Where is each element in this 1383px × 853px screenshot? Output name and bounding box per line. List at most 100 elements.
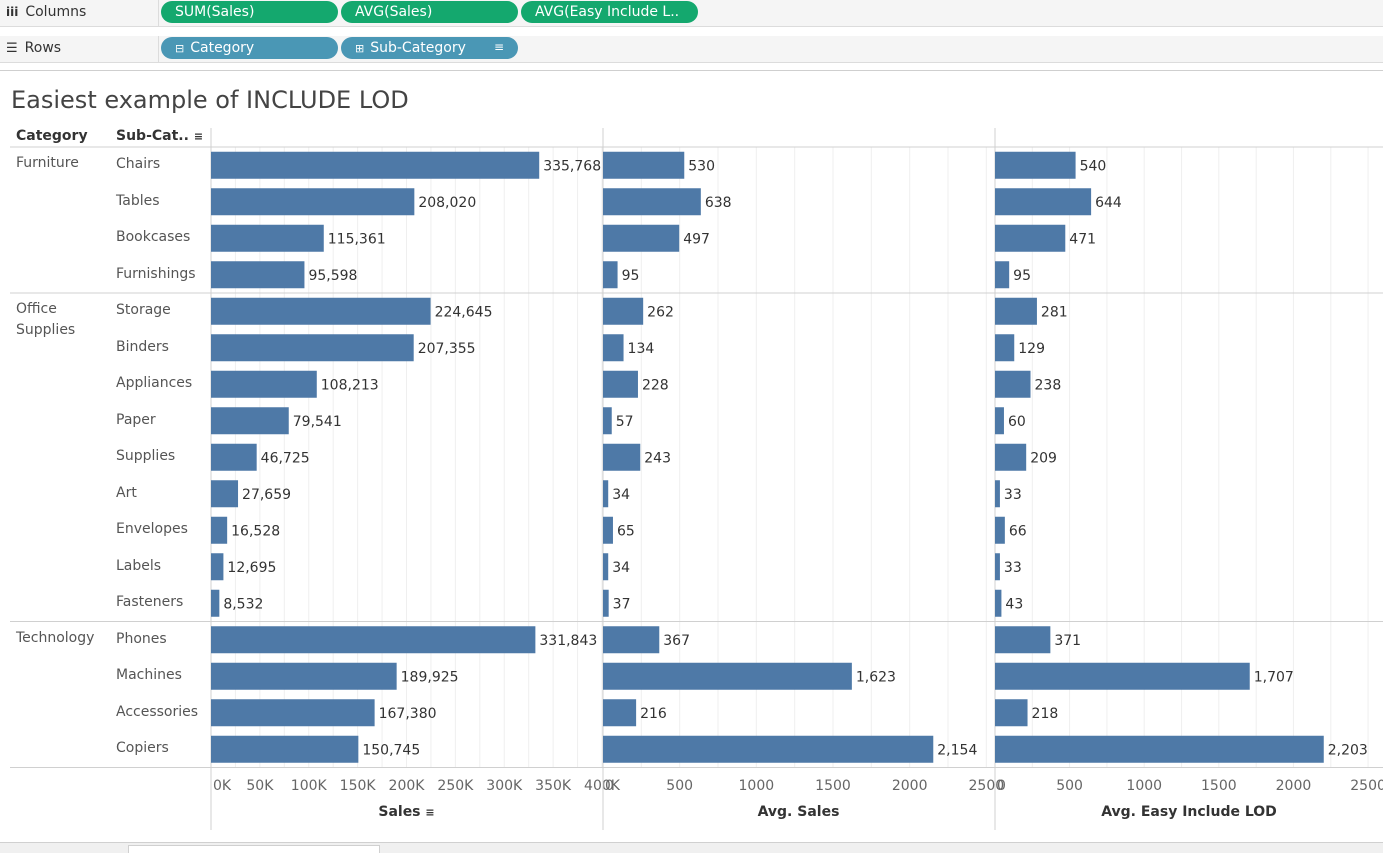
data-label: 471 (1069, 231, 1096, 247)
data-label: 129 (1018, 341, 1045, 357)
bar (603, 699, 637, 727)
subcategory-label[interactable]: Phones (116, 630, 167, 647)
subcategory-label[interactable]: Tables (116, 192, 160, 209)
sort-icon[interactable]: ≡ (493, 40, 504, 54)
subcategory-label[interactable]: Accessories (116, 703, 199, 720)
tick-label: 300K (486, 778, 523, 794)
subcategory-label[interactable]: Storage (116, 302, 171, 318)
header-category[interactable]: Category (16, 128, 88, 144)
data-label: 37 (613, 596, 631, 612)
pill-sum-sales[interactable]: SUM(Sales) (161, 1, 338, 23)
data-label: 2,154 (937, 742, 977, 758)
tick-label: 1500 (815, 778, 851, 794)
category-label[interactable]: Furniture (16, 155, 79, 171)
subcategory-label[interactable]: Copiers (116, 740, 169, 756)
data-label: 207,355 (418, 341, 476, 357)
subcategory-label[interactable]: Supplies (116, 448, 176, 464)
bar (603, 370, 638, 398)
data-label: 243 (644, 450, 671, 466)
data-label: 216 (640, 706, 667, 722)
bar (603, 626, 660, 654)
bar (603, 151, 685, 179)
category-label[interactable]: Technology (16, 629, 95, 646)
bar (211, 516, 228, 544)
rows-shelf: ☰ Rows ⊟ Category ⊞ Sub-Category ≡ (0, 36, 1383, 63)
bar (603, 443, 641, 471)
sort-icon[interactable]: ≡ (193, 130, 204, 143)
data-label: 134 (628, 341, 655, 357)
subcategory-label[interactable]: Envelopes (116, 521, 188, 537)
subcategory-label[interactable]: Fasteners (116, 594, 184, 610)
tick-label: 0 (605, 778, 614, 794)
chart-title: Easiest example of INCLUDE LOD (11, 86, 409, 114)
tick-label: 0K (213, 778, 232, 794)
bar (603, 480, 609, 508)
data-label: 43 (1005, 596, 1023, 612)
bar (995, 370, 1031, 398)
bar (603, 516, 613, 544)
bar (211, 407, 289, 435)
shelf-separator (0, 70, 1383, 71)
data-label: 8,532 (223, 596, 263, 612)
bar (995, 626, 1051, 654)
axis-title-avg-sales: Avg. Sales (757, 804, 840, 820)
pill-category[interactable]: ⊟ Category (161, 37, 338, 59)
data-label: 224,645 (435, 304, 493, 320)
tick-label: 50K (246, 778, 274, 794)
data-label: 331,843 (539, 633, 597, 649)
subcategory-label[interactable]: Furnishings (116, 265, 196, 282)
columns-label-text: Columns (25, 4, 87, 20)
data-label: 34 (612, 487, 630, 503)
category-label[interactable]: Office Supplies (16, 301, 76, 338)
pill-avg-easy-include[interactable]: AVG(Easy Include L.. (521, 1, 698, 23)
bar (995, 151, 1076, 179)
data-label: 540 (1080, 158, 1107, 174)
bar (211, 735, 359, 763)
axis-title-sales-text: Sales (378, 804, 421, 820)
bar (211, 589, 220, 617)
subcategory-label[interactable]: Appliances (116, 375, 193, 391)
tick-label: 200K (389, 778, 426, 794)
data-label: 638 (705, 195, 732, 211)
bar (603, 261, 618, 289)
bar (995, 553, 1000, 581)
data-label: 2,203 (1328, 742, 1368, 758)
subcategory-label[interactable]: Art (116, 484, 137, 501)
data-label: 150,745 (362, 742, 420, 758)
data-label: 79,541 (293, 414, 342, 430)
bar (995, 188, 1092, 216)
bar (995, 443, 1027, 471)
subcategory-label[interactable]: Machines (116, 667, 182, 683)
header-subcategory[interactable]: Sub-Cat.. ≡ (116, 128, 203, 144)
bar (995, 699, 1028, 727)
bar (211, 261, 305, 289)
sheet-tab[interactable] (128, 845, 380, 853)
collapse-icon: ⊟ (175, 41, 185, 55)
tick-label: 1500 (1201, 778, 1237, 794)
pill-avg-sales[interactable]: AVG(Sales) (341, 1, 518, 23)
axis-title-sales: Sales ≡ (211, 804, 602, 820)
bar (603, 589, 609, 617)
bar (603, 297, 644, 325)
bar (995, 589, 1002, 617)
bar (995, 735, 1324, 763)
sort-icon[interactable]: ≡ (425, 806, 435, 819)
tick-label: 400K (584, 778, 621, 794)
columns-icon: iii (6, 5, 19, 19)
subcategory-label[interactable]: Paper (116, 411, 156, 428)
subcategory-label[interactable]: Binders (116, 338, 169, 355)
subcategory-label[interactable]: Chairs (116, 156, 161, 172)
data-label: 228 (642, 377, 669, 393)
data-label: 95 (1013, 268, 1031, 284)
subcategory-label[interactable]: Labels (116, 557, 162, 574)
bar (603, 662, 852, 690)
tick-label: 500 (1056, 778, 1083, 794)
rows-icon: ☰ (6, 40, 18, 56)
pill-sub-category[interactable]: ⊞ Sub-Category ≡ (341, 37, 518, 59)
bar (995, 224, 1066, 252)
bar (603, 188, 701, 216)
bar (995, 662, 1250, 690)
tick-label: 1000 (1126, 778, 1162, 794)
subcategory-label[interactable]: Bookcases (116, 229, 191, 245)
pill-category-label: Category (190, 40, 255, 56)
